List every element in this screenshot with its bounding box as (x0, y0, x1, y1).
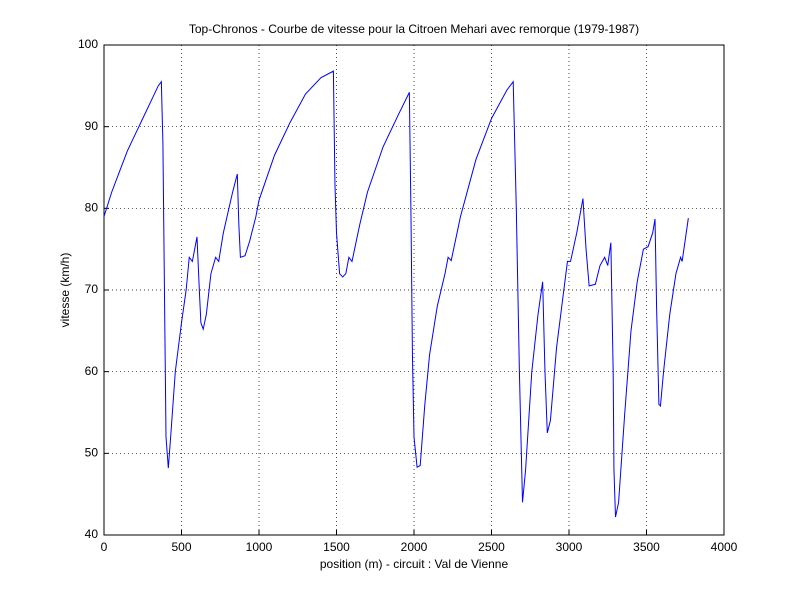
x-tick-label: 4000 (711, 540, 738, 554)
y-tick-label: 90 (85, 119, 99, 133)
x-tick-label: 0 (101, 540, 108, 554)
y-tick-label: 60 (85, 364, 99, 378)
x-tick-label: 2500 (478, 540, 505, 554)
y-tick-label: 50 (85, 446, 99, 460)
x-tick-label: 2000 (401, 540, 428, 554)
y-tick-label: 80 (85, 201, 99, 215)
x-tick-label: 500 (171, 540, 191, 554)
y-tick-label: 100 (78, 37, 98, 51)
x-tick-label: 1500 (323, 540, 350, 554)
data-line (103, 70, 689, 518)
chart-title: Top-Chronos - Courbe de vitesse pour la … (189, 22, 639, 36)
x-tick-label: 1000 (246, 540, 273, 554)
x-tick-label: 3500 (633, 540, 660, 554)
x-axis-label: position (m) - circuit : Val de Vienne (320, 557, 509, 571)
y-tick-label: 70 (85, 282, 99, 296)
y-axis-label: vitesse (km/h) (58, 253, 72, 328)
x-tick-label: 3000 (556, 540, 583, 554)
y-tick-label: 40 (85, 527, 99, 541)
